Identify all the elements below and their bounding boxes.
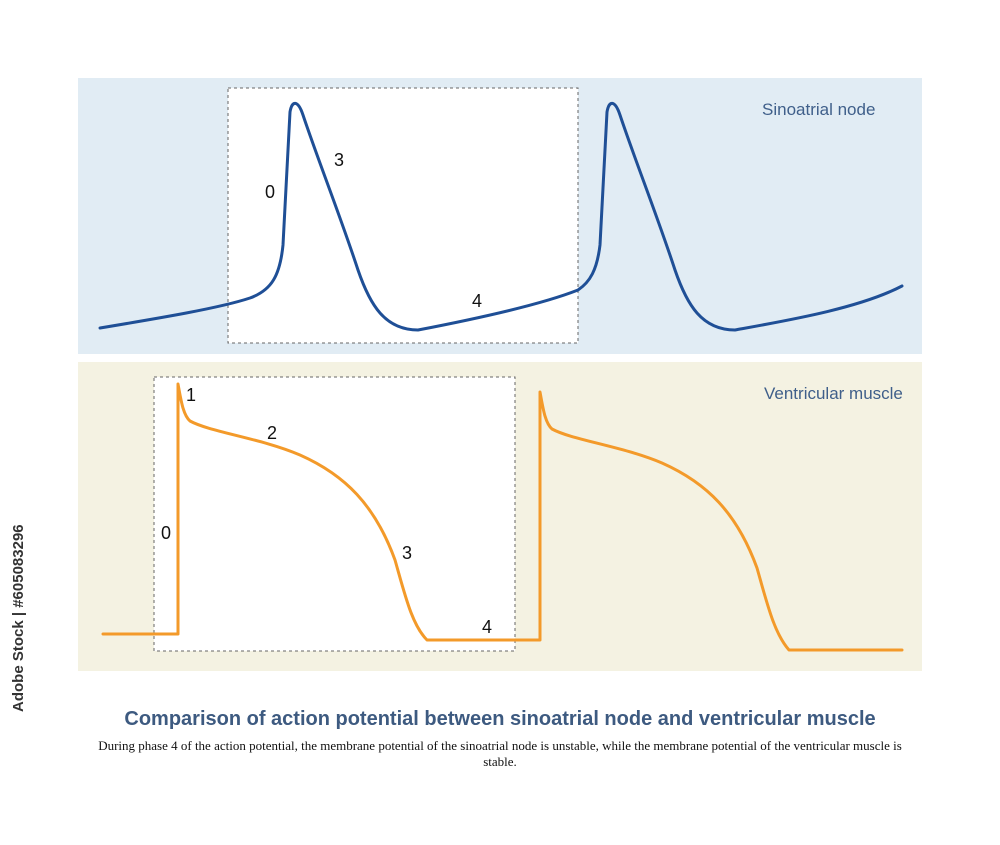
ventricular-action-potential-curve: [101, 382, 904, 652]
ventricular-cycle-highlight-box: [153, 376, 516, 652]
figure-title: Comparison of action potential between s…: [124, 708, 876, 730]
sinoatrial-cycle-highlight-box: [227, 87, 579, 344]
sinoatrial-panel-title: Sinoatrial node: [762, 100, 876, 119]
ventricular-phase-label: 1: [186, 385, 196, 405]
ventricular-panel-title: Ventricular muscle: [764, 384, 903, 403]
ventricular-phase-label: 2: [267, 423, 277, 443]
sinoatrial-phase-label: 0: [265, 182, 275, 202]
ventricular-phase-label: 4: [482, 617, 492, 637]
figure-caption: During phase 4 of the action potential, …: [98, 738, 902, 769]
stock-watermark-id: Adobe Stock | #605083296: [10, 524, 27, 712]
sinoatrial-action-potential-curve: [98, 101, 904, 332]
sinoatrial-phase-label: 3: [334, 150, 344, 170]
ventricular-phase-label: 0: [161, 523, 171, 543]
ventricular-phase-label: 3: [402, 543, 412, 563]
sinoatrial-phase-label: 4: [472, 291, 482, 311]
